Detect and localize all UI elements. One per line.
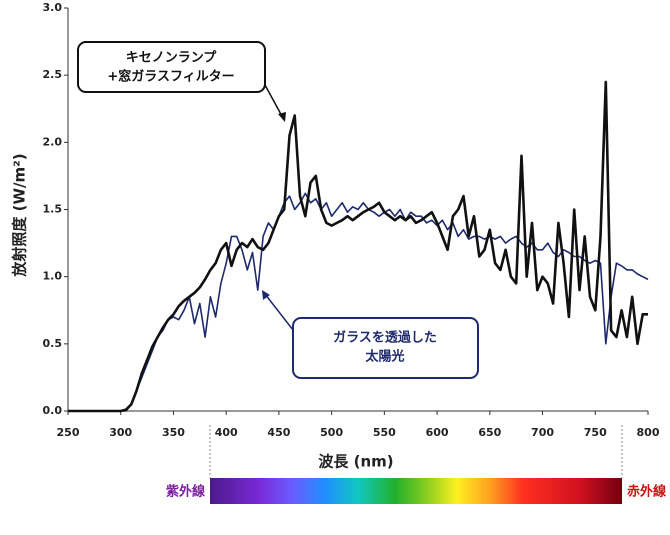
arrow-head <box>278 112 286 122</box>
x-tick-label: 750 <box>584 426 607 439</box>
series-line <box>68 80 648 413</box>
x-tick-label: 500 <box>320 426 343 439</box>
annotation-text: ガラスを透過した <box>333 330 437 346</box>
y-tick-label: 2.5 <box>43 68 63 81</box>
y-tick-label: 1.5 <box>43 203 63 216</box>
y-tick-label: 3.0 <box>43 1 63 14</box>
x-tick-label: 550 <box>373 426 396 439</box>
spectrum-bar <box>210 478 622 504</box>
y-tick-label: 0.0 <box>43 404 63 417</box>
annotation-text: 太陽光 <box>364 349 404 365</box>
x-tick-label: 650 <box>478 426 501 439</box>
x-tick-label: 400 <box>215 426 238 439</box>
y-tick-label: 1.0 <box>43 270 63 283</box>
y-axis-label: 放射照度 (W/m²) <box>11 153 29 277</box>
annotation-box <box>292 317 479 379</box>
uv-label: 紫外線 <box>166 484 206 500</box>
y-tick-label: 0.5 <box>43 337 63 350</box>
x-tick-label: 600 <box>426 426 449 439</box>
annotation-arrow <box>264 84 284 119</box>
annotation-text: +窓ガラスフィルター <box>107 69 234 85</box>
annotation-box <box>77 41 266 93</box>
annotation-text: キセノンランプ <box>126 51 218 66</box>
x-tick-label: 350 <box>162 426 185 439</box>
arrow-head <box>262 290 270 300</box>
x-tick-label: 250 <box>57 426 80 439</box>
annotation-arrow <box>264 293 294 331</box>
ir-label: 赤外線 <box>627 484 667 500</box>
x-axis-label: 波長 (nm) <box>318 453 393 471</box>
x-tick-label: 300 <box>109 426 132 439</box>
x-tick-label: 450 <box>267 426 290 439</box>
x-tick-label: 700 <box>531 426 554 439</box>
y-tick-label: 2.0 <box>43 135 63 148</box>
x-tick-label: 800 <box>637 426 660 439</box>
